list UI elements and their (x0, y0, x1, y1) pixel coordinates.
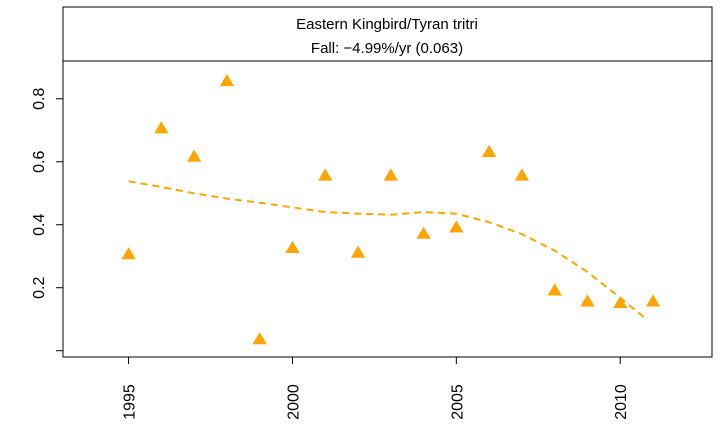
data-point (318, 168, 333, 181)
y-tick-label: 0.8 (31, 88, 48, 110)
data-point (514, 168, 529, 181)
data-point (121, 247, 136, 260)
x-tick-label: 2005 (449, 384, 466, 420)
data-point (449, 220, 464, 233)
data-point (219, 74, 234, 87)
x-tick-label: 2000 (285, 384, 302, 420)
trend-line (128, 180, 648, 320)
y-tick-label: 0.4 (31, 214, 48, 236)
data-points-group (121, 74, 661, 345)
title-strip (62, 6, 713, 62)
y-tick-label: 0.2 (31, 277, 48, 299)
x-tick-label: 1995 (122, 384, 139, 420)
data-point (252, 332, 267, 345)
chart-subtitle: Fall: −4.99%/yr (0.063) (311, 40, 463, 57)
data-point (482, 144, 497, 157)
data-point (154, 121, 169, 134)
data-point (187, 149, 202, 162)
data-point (580, 294, 595, 307)
y-axis: 0.2 0.4 0.6 0.8 (31, 88, 63, 352)
data-point (416, 226, 431, 239)
data-point (645, 294, 661, 307)
y-tick-label: 0.6 (31, 151, 48, 173)
trend-line-group (128, 180, 648, 320)
x-axis: 1995 2000 2005 2010 (122, 357, 630, 420)
x-tick-label: 2010 (613, 384, 630, 420)
chart-title: Eastern Kingbird/Tyran tritri (296, 16, 478, 33)
data-point (285, 240, 300, 253)
data-point (383, 168, 398, 181)
plot-area (62, 60, 713, 358)
data-point (350, 245, 366, 258)
data-point (613, 296, 628, 309)
data-point (547, 283, 562, 296)
